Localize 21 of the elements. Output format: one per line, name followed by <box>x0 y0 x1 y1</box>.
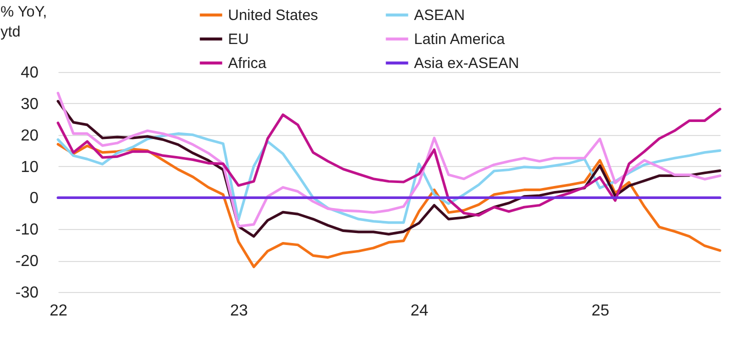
x-tick-label: 23 <box>230 302 248 320</box>
legend-label: Africa <box>228 55 267 72</box>
legend-label: ASEAN <box>414 7 465 24</box>
x-tick-label: 25 <box>591 302 610 320</box>
legend-label: United States <box>228 7 318 24</box>
y-tick-label: 0 <box>30 190 39 208</box>
x-tick-label: 24 <box>410 302 428 320</box>
y-tick-label: 10 <box>20 158 39 176</box>
legend-label: Asia ex-ASEAN <box>414 55 520 72</box>
line-series <box>56 108 722 217</box>
y-tick-label: 30 <box>20 96 39 113</box>
legend-label: Latin America <box>414 31 506 48</box>
y-axis-title: % YoY, ytd <box>0 4 47 40</box>
y-tick-label: 20 <box>20 127 39 144</box>
x-tick-label: 22 <box>50 302 68 320</box>
y-tick-label: -10 <box>15 222 39 239</box>
y-tick-label: -20 <box>15 253 39 270</box>
line-series <box>56 142 722 268</box>
legend-label: EU <box>228 31 249 48</box>
y-tick-label: -30 <box>15 284 39 302</box>
y-tick-label: 40 <box>20 64 39 82</box>
